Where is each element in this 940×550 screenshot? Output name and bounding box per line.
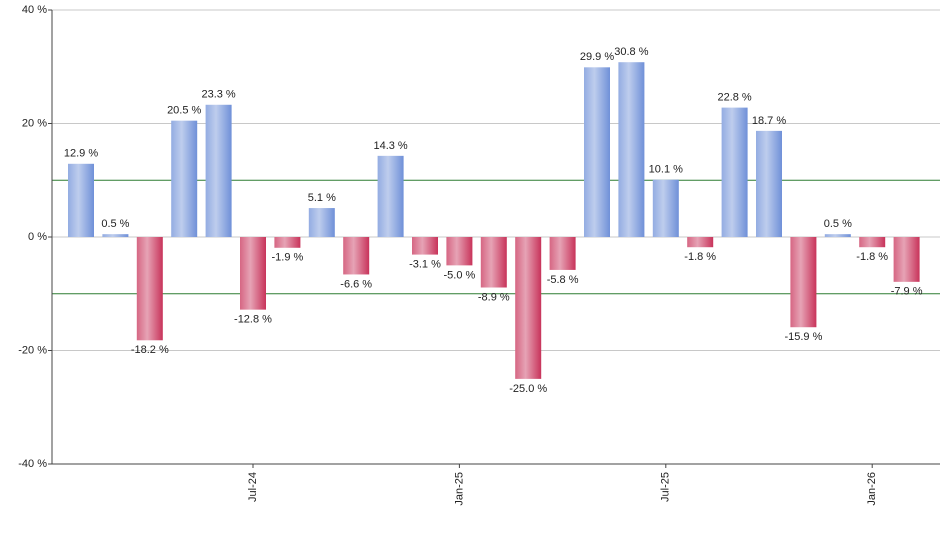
bar (412, 237, 438, 255)
value-label: 14.3 % (373, 140, 407, 152)
bar (274, 237, 301, 248)
bar (618, 62, 645, 238)
y-tick-label: 40 % (22, 4, 47, 16)
y-tick-label: -40 % (18, 458, 47, 470)
value-label: -25.0 % (509, 383, 547, 395)
value-label: -1.9 % (272, 252, 304, 264)
bar (515, 237, 542, 379)
value-label: 18.7 % (752, 115, 786, 127)
x-tick-label: Jan-25 (453, 472, 465, 506)
value-label: -5.8 % (547, 274, 579, 286)
value-label: 12.9 % (64, 148, 98, 160)
value-label: 22.8 % (717, 92, 751, 104)
bar (687, 237, 714, 248)
value-label: 10.1 % (649, 164, 683, 176)
value-label: 5.1 % (308, 192, 336, 204)
bar (824, 234, 851, 237)
value-label: 20.5 % (167, 105, 201, 117)
x-tick-label: Jul-25 (660, 472, 672, 502)
bar (893, 237, 920, 282)
bar (377, 155, 404, 237)
bar (205, 104, 232, 238)
bar (68, 163, 94, 237)
value-label: -18.2 % (131, 344, 169, 356)
value-label: -6.6 % (340, 278, 372, 290)
bar (308, 208, 335, 237)
bar (446, 237, 473, 266)
value-label: -12.8 % (234, 314, 272, 326)
value-label: -15.9 % (784, 331, 822, 343)
bar (240, 237, 266, 310)
bar (721, 107, 748, 237)
value-label: -1.8 % (856, 251, 888, 263)
bar (859, 237, 886, 248)
y-tick-label: -20 % (18, 344, 47, 356)
value-label: 30.8 % (614, 46, 648, 58)
bar (756, 130, 782, 237)
value-label: -8.9 % (478, 291, 510, 303)
value-label: -1.8 % (684, 251, 716, 263)
y-tick-label: 20 % (22, 117, 47, 129)
value-label: 0.5 % (824, 218, 852, 230)
bar (652, 179, 679, 237)
y-tick-label: 0 % (28, 231, 47, 243)
bar (102, 234, 129, 237)
bar (480, 237, 507, 288)
bar (343, 237, 370, 275)
bar (171, 120, 198, 237)
value-label: -3.1 % (409, 258, 441, 270)
bar (584, 67, 610, 237)
bar (549, 237, 576, 270)
value-label: 0.5 % (101, 218, 129, 230)
bar (790, 237, 817, 328)
value-label: -7.9 % (891, 286, 923, 298)
value-label: 23.3 % (201, 89, 235, 101)
bar (136, 237, 163, 341)
x-tick-label: Jul-24 (247, 472, 259, 502)
x-tick-label: Jan-26 (866, 472, 878, 506)
value-label: -5.0 % (444, 269, 476, 281)
value-label: 29.9 % (580, 51, 614, 63)
